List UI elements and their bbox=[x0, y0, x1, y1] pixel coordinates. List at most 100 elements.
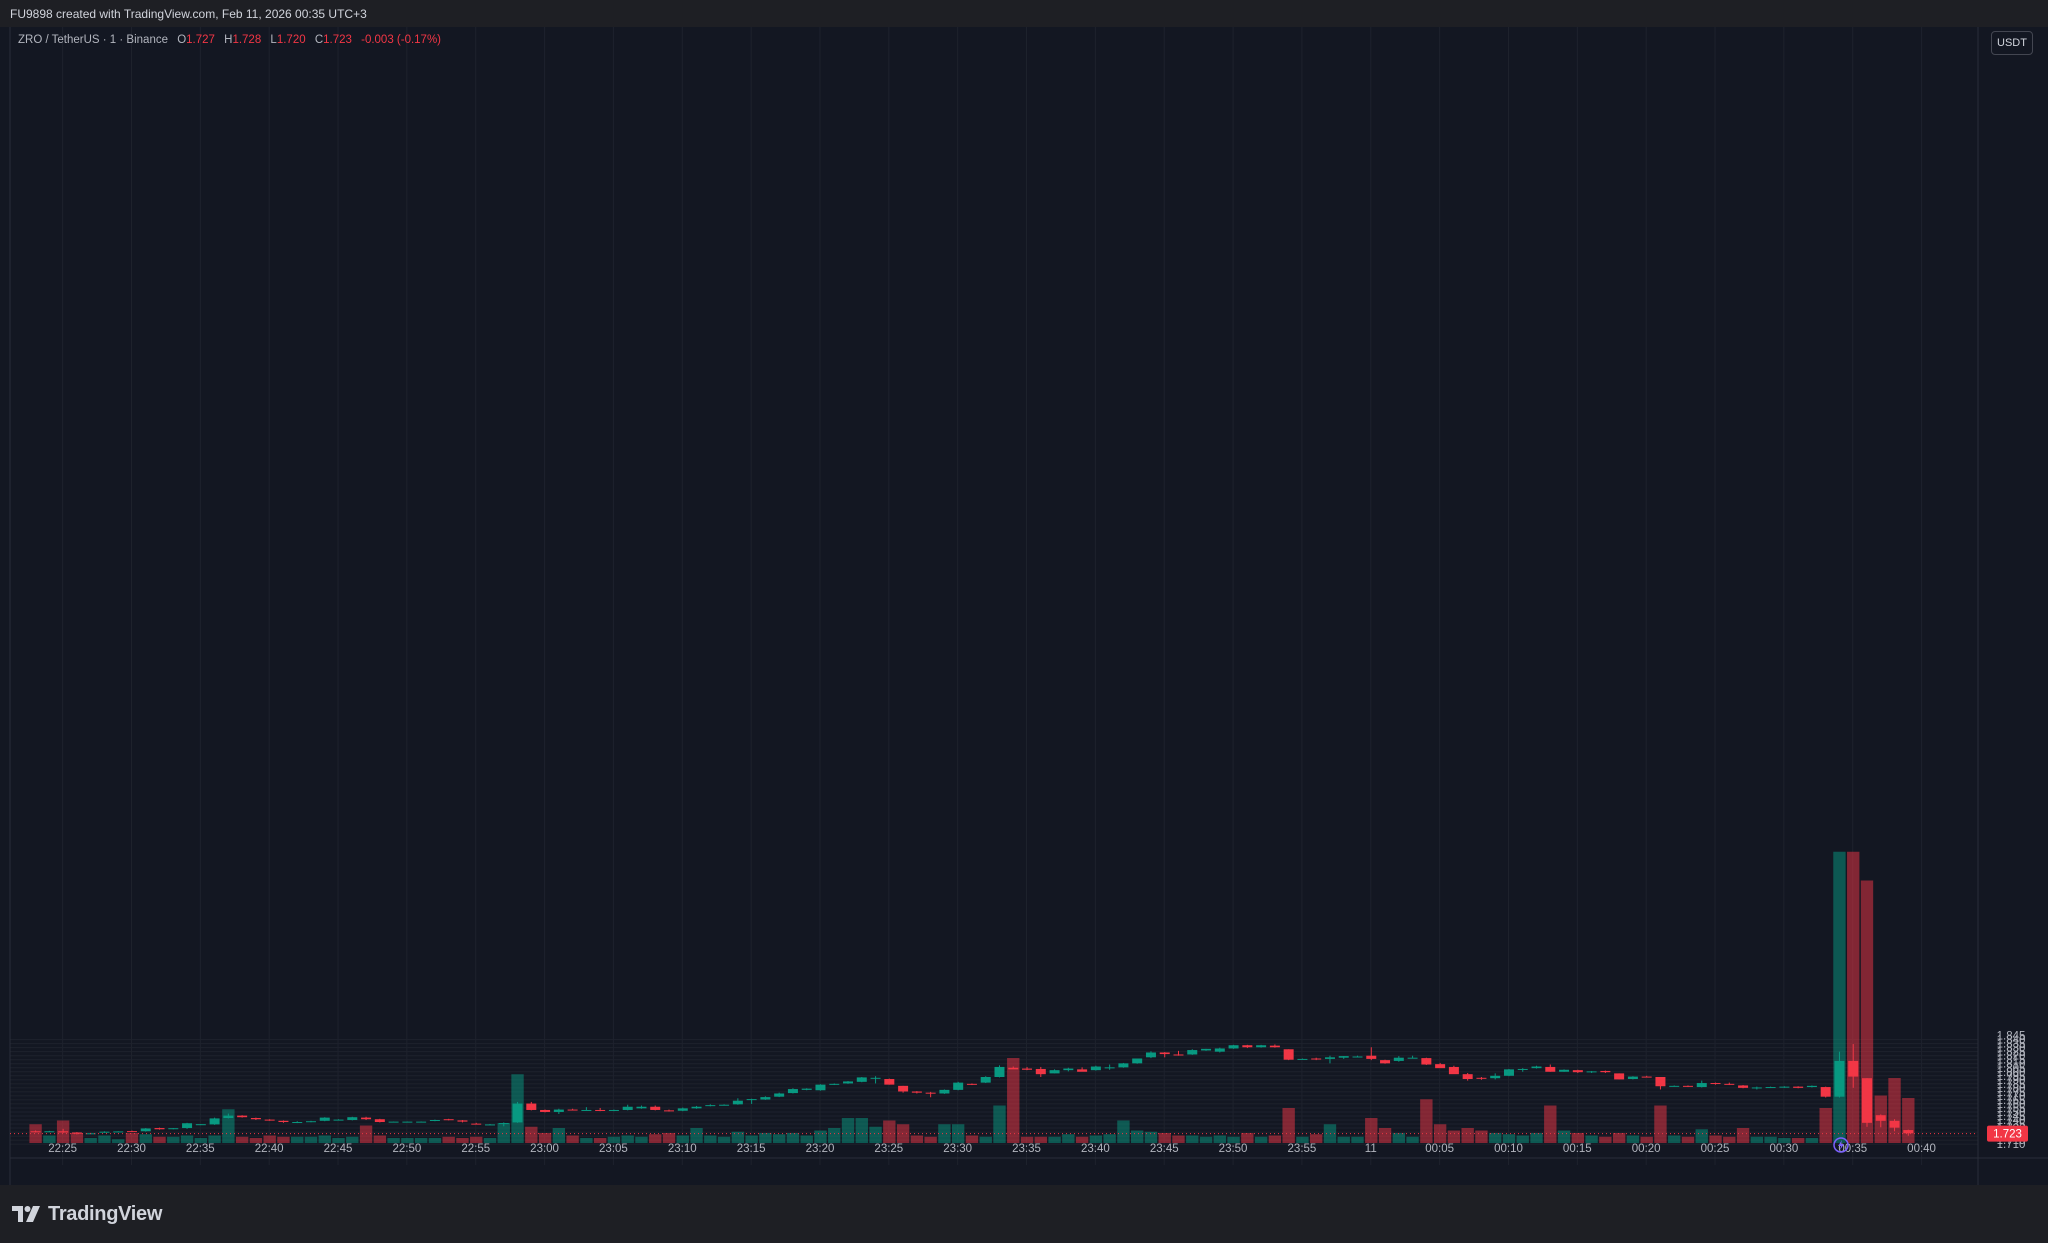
candle bbox=[1806, 1085, 1817, 1088]
volume-bar bbox=[167, 1136, 180, 1143]
candle bbox=[732, 1098, 743, 1105]
volume-bar bbox=[814, 1130, 827, 1143]
candle-body bbox=[664, 1110, 675, 1112]
candle bbox=[429, 1119, 440, 1122]
candle-body bbox=[1600, 1070, 1611, 1073]
time-tick-label: 22:25 bbox=[48, 1143, 77, 1155]
volume-bar bbox=[1764, 1136, 1777, 1143]
candle-body bbox=[526, 1103, 537, 1110]
candle bbox=[1875, 1114, 1886, 1128]
candle-body bbox=[1077, 1069, 1088, 1072]
candle-body bbox=[1724, 1083, 1735, 1085]
candle bbox=[416, 1121, 427, 1123]
time-tick-label: 00:35 bbox=[1838, 1143, 1867, 1155]
volume-bar bbox=[401, 1138, 414, 1143]
chart-panel[interactable]: 1.7101.7151.7201.7251.7301.7351.7401.745… bbox=[0, 27, 2048, 1185]
volume-bar bbox=[1475, 1130, 1488, 1143]
time-axis[interactable]: 22:25 22:30 22:35 22:40 22:45 22:50 22:55 23:00… bbox=[48, 1143, 1936, 1155]
time-tick-label: 22:40 bbox=[255, 1143, 284, 1155]
candle-body bbox=[1063, 1068, 1074, 1071]
candle bbox=[278, 1120, 289, 1123]
volume-bar bbox=[676, 1135, 689, 1143]
price-tick-label: 1.750 bbox=[1997, 1107, 2026, 1119]
candle-body bbox=[1696, 1083, 1707, 1088]
volume-bar bbox=[1791, 1138, 1805, 1143]
candle-body bbox=[1132, 1058, 1143, 1064]
top-attribution-bar: FU9898 created with TradingView.com, Feb… bbox=[0, 0, 2048, 27]
candle-body bbox=[1572, 1070, 1583, 1073]
volume-bar bbox=[1144, 1131, 1158, 1143]
candle-body bbox=[319, 1117, 330, 1121]
time-tick-label: 23:00 bbox=[530, 1143, 559, 1155]
candle-body bbox=[1751, 1087, 1762, 1089]
volume-bar bbox=[1736, 1128, 1750, 1143]
candle-body bbox=[636, 1106, 647, 1109]
symbol-name[interactable]: ZRO / TetherUS · 1 · Binance bbox=[18, 34, 168, 46]
candle-body bbox=[484, 1124, 495, 1126]
candle bbox=[1820, 1086, 1831, 1098]
candle-body bbox=[1242, 1045, 1253, 1048]
candle bbox=[953, 1081, 964, 1091]
volume-bar bbox=[745, 1135, 758, 1143]
volume-bar bbox=[1075, 1136, 1089, 1143]
candle-body bbox=[1875, 1115, 1886, 1121]
volume-bar bbox=[607, 1136, 621, 1143]
candlestick-chart[interactable]: 1.7101.7151.7201.7251.7301.7351.7401.745… bbox=[0, 27, 2048, 1185]
volume-bar bbox=[1282, 1108, 1295, 1143]
candle-body bbox=[140, 1128, 151, 1132]
candle-body bbox=[815, 1084, 826, 1091]
volume-bar bbox=[387, 1138, 400, 1143]
volume-bar bbox=[649, 1134, 662, 1143]
candle-body bbox=[1490, 1075, 1501, 1079]
volume-bar bbox=[1626, 1135, 1640, 1143]
candle-body bbox=[595, 1109, 606, 1111]
price-tick-label: 1.805 bbox=[1997, 1063, 2026, 1075]
candle bbox=[71, 1132, 82, 1135]
volume-bar bbox=[593, 1138, 607, 1143]
candle-body bbox=[677, 1108, 688, 1111]
volume-bar bbox=[1612, 1133, 1626, 1143]
candle bbox=[1751, 1086, 1762, 1090]
candle bbox=[1283, 1049, 1294, 1061]
candle-body bbox=[540, 1109, 551, 1112]
time-tick-label: 22:45 bbox=[324, 1143, 353, 1155]
volume-bar bbox=[153, 1136, 166, 1143]
candle-body bbox=[1627, 1076, 1638, 1080]
candle-body bbox=[1889, 1120, 1900, 1128]
currency-unit-button[interactable]: USDT bbox=[1991, 31, 2033, 55]
candle bbox=[374, 1118, 385, 1123]
candle bbox=[787, 1088, 798, 1094]
candle bbox=[305, 1120, 316, 1123]
time-tick-label: 23:30 bbox=[943, 1143, 972, 1155]
price-tick-label: 1.795 bbox=[1997, 1071, 2026, 1083]
candle bbox=[870, 1076, 881, 1084]
candle bbox=[471, 1122, 482, 1125]
candle bbox=[595, 1107, 606, 1112]
candle-body bbox=[1407, 1057, 1418, 1059]
candle-body bbox=[1269, 1045, 1280, 1048]
volume-bar bbox=[1199, 1136, 1213, 1143]
candle bbox=[154, 1127, 165, 1130]
time-tick-label: 23:45 bbox=[1150, 1143, 1179, 1155]
candle bbox=[526, 1101, 537, 1111]
candle-body bbox=[416, 1121, 427, 1123]
candle bbox=[1256, 1044, 1267, 1048]
volume-bar bbox=[98, 1135, 111, 1143]
volume-bar bbox=[1640, 1136, 1653, 1143]
candle bbox=[1324, 1055, 1335, 1064]
volume-bar bbox=[1310, 1134, 1323, 1143]
volume-bar bbox=[442, 1136, 455, 1143]
candle-body bbox=[223, 1115, 234, 1119]
candle-body bbox=[1352, 1056, 1363, 1058]
candle-body bbox=[994, 1066, 1005, 1077]
price-tick-label: 1.830 bbox=[1997, 1043, 2026, 1055]
candle-body bbox=[1861, 1078, 1872, 1123]
volume-bar bbox=[1034, 1136, 1047, 1143]
candle-body bbox=[512, 1103, 523, 1123]
candle bbox=[719, 1104, 730, 1106]
volume-bar bbox=[1268, 1135, 1282, 1143]
candle bbox=[1338, 1056, 1349, 1059]
volume-bar bbox=[1433, 1124, 1447, 1143]
candle bbox=[333, 1119, 344, 1121]
tradingview-logo[interactable]: TradingView bbox=[12, 1203, 162, 1225]
